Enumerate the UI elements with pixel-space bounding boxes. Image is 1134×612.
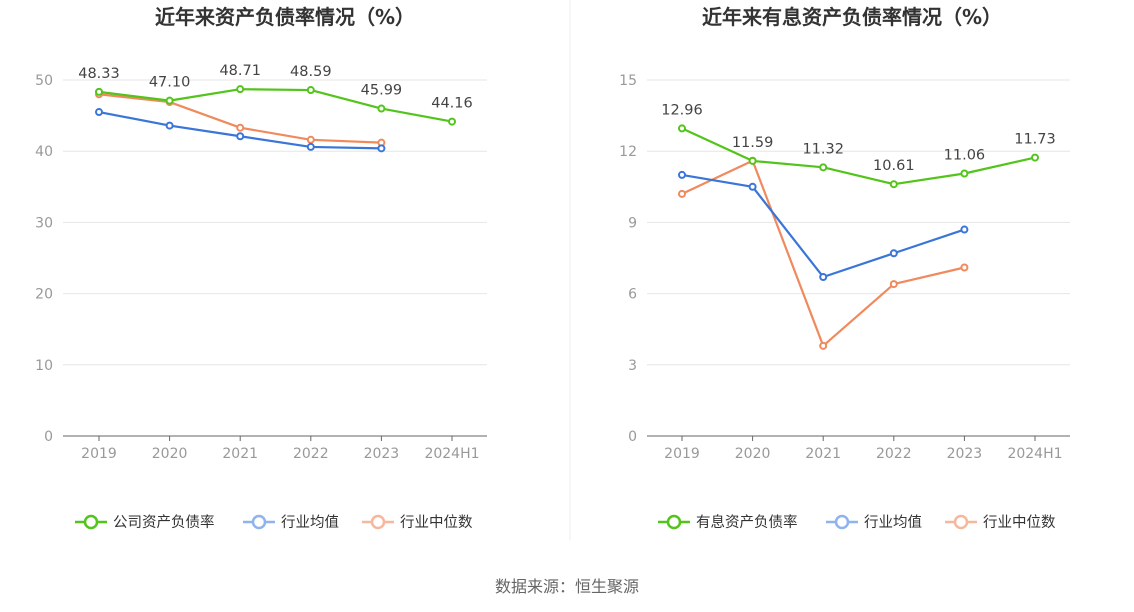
x-tick-label: 2020 <box>735 446 771 462</box>
chart-debt-ratio: 近年来资产负债率情况（%） 0 10 20 30 40 50 2019 2020 2021 2022… <box>35 5 487 531</box>
data-point <box>448 117 456 126</box>
x-tick-label: 2024H1 <box>1007 446 1062 462</box>
y-tick-label: 20 <box>35 287 53 303</box>
data-point <box>678 124 686 133</box>
data-label: 48.59 <box>290 64 332 80</box>
data-point <box>165 96 174 105</box>
data-point <box>95 87 103 96</box>
legend-swatch-marker <box>370 514 386 530</box>
x-tick-label: 2023 <box>947 446 983 462</box>
data-point <box>819 272 828 281</box>
legend-label: 公司资产负债率 <box>113 514 215 531</box>
x-tick-label: 2021 <box>805 446 841 462</box>
chart-interest-debt-ratio: 近年来有息资产负债率情况（%） 0 3 6 9 12 15 2019 2020 2021 2022 2… <box>619 5 1070 531</box>
data-point <box>236 85 245 94</box>
data-point <box>306 142 315 151</box>
y-tick-label: 9 <box>628 215 637 231</box>
y-tick-label: 50 <box>35 73 53 89</box>
data-point <box>678 170 686 179</box>
legend-label: 行业中位数 <box>983 514 1056 531</box>
x-tick-label: 2019 <box>664 446 700 462</box>
data-point <box>236 132 245 141</box>
data-point <box>748 182 757 191</box>
source-note: 数据来源：恒生聚源 <box>495 577 639 596</box>
data-label: 12.96 <box>661 102 703 118</box>
data-label: 11.59 <box>732 135 774 151</box>
x-tick-label: 2021 <box>222 446 258 462</box>
y-tick-label: 0 <box>628 429 637 445</box>
data-point <box>236 123 245 132</box>
data-point <box>678 189 686 198</box>
data-point <box>306 86 315 95</box>
series-line <box>681 173 965 279</box>
x-tick-label: 2024H1 <box>424 446 479 462</box>
data-point <box>95 108 103 117</box>
legend-swatch-marker <box>666 514 682 530</box>
data-point <box>165 121 174 130</box>
data-point <box>889 180 898 189</box>
x-tick-label: 2023 <box>364 446 400 462</box>
data-point <box>377 144 386 153</box>
x-tick-label: 2019 <box>81 446 117 462</box>
data-label: 44.16 <box>431 96 473 112</box>
data-point <box>819 341 828 350</box>
y-tick-label: 12 <box>619 144 637 160</box>
x-tick-label: 2022 <box>293 446 329 462</box>
x-tick-label: 2022 <box>876 446 912 462</box>
data-point <box>889 280 898 289</box>
data-label: 45.99 <box>361 83 403 99</box>
y-tick-label: 6 <box>628 287 637 303</box>
y-tick-label: 30 <box>35 215 53 231</box>
legend-swatch-marker <box>251 514 267 530</box>
legend-label: 行业中位数 <box>400 514 473 531</box>
y-tick-label: 3 <box>628 358 637 374</box>
data-point <box>377 104 386 113</box>
legend-swatch-marker <box>953 514 969 530</box>
y-tick-label: 10 <box>35 358 53 374</box>
data-point <box>748 156 757 165</box>
data-label: 48.71 <box>219 63 261 79</box>
y-tick-label: 15 <box>619 73 637 89</box>
data-point <box>960 169 969 178</box>
data-label: 48.33 <box>78 66 120 82</box>
legend-label: 有息资产负债率 <box>696 514 798 531</box>
y-tick-label: 40 <box>35 144 53 160</box>
data-label: 11.73 <box>1014 132 1056 148</box>
legend-label: 行业均值 <box>864 514 922 531</box>
data-label: 47.10 <box>149 75 191 91</box>
data-label: 10.61 <box>873 158 915 174</box>
legend-swatch-marker <box>83 514 99 530</box>
data-point <box>960 263 969 272</box>
y-tick-label: 0 <box>44 429 53 445</box>
data-point <box>306 135 315 144</box>
series-line <box>681 159 965 347</box>
data-point <box>819 163 828 172</box>
data-point <box>889 249 898 258</box>
series-line <box>681 127 1036 186</box>
data-label: 11.06 <box>944 148 986 164</box>
legend-swatch-marker <box>834 514 850 530</box>
x-tick-label: 2020 <box>152 446 188 462</box>
series-line <box>98 88 453 123</box>
chart-title: 近年来资产负债率情况（%） <box>155 5 415 29</box>
data-label: 11.32 <box>802 141 844 157</box>
data-point <box>1031 153 1039 162</box>
legend-label: 行业均值 <box>281 514 339 531</box>
chart-title: 近年来有息资产负债率情况（%） <box>702 5 1002 29</box>
data-point <box>960 225 969 234</box>
